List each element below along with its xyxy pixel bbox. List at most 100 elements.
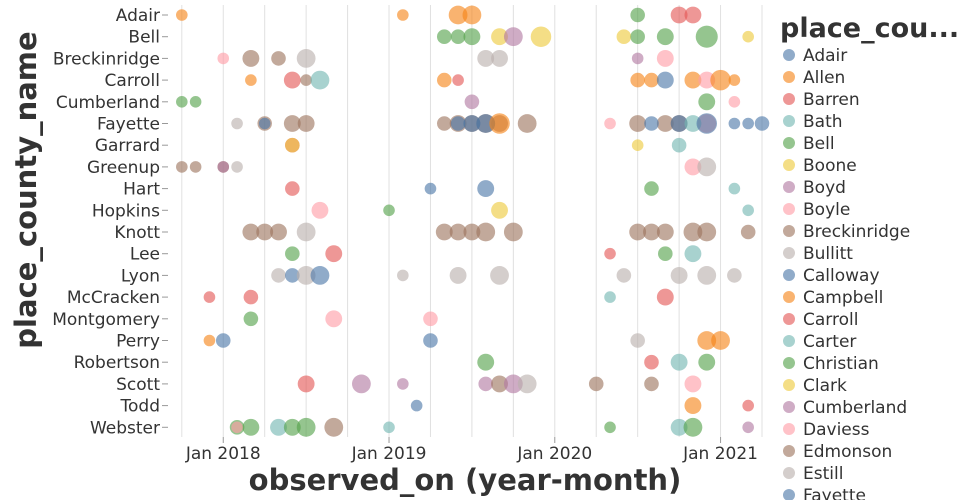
legend-swatch [783,225,795,237]
legend-label: Barren [803,90,860,110]
data-point [684,115,702,132]
legend-item: Carroll [783,310,858,330]
data-point [670,353,688,371]
y-tick-label: Greenup [87,158,160,178]
data-point [629,223,647,241]
y-tick-label: Cumberland [56,93,160,113]
data-point [476,114,496,133]
data-point [630,333,645,348]
data-point [671,137,687,153]
data-point [285,137,300,153]
data-point [616,29,632,44]
legend-label: Breckinridge [803,222,910,242]
y-tick-label: Todd [120,397,160,417]
legend-swatch [783,203,795,215]
data-point [656,115,674,132]
data-point [383,204,395,217]
legend-swatch [783,49,795,61]
data-point [728,182,741,195]
legend-item: Breckinridge [783,222,910,242]
data-point [310,266,330,285]
data-point [711,331,730,350]
legend-label: Cumberland [803,398,907,418]
legend-item: Clark [783,376,847,396]
data-point [656,28,674,46]
data-point [296,266,316,285]
legend-swatch [783,379,795,391]
legend-label: Carroll [803,310,858,330]
data-point [242,223,260,241]
data-point [643,223,660,241]
data-point [604,291,616,303]
data-point [491,49,508,67]
data-point [243,311,259,327]
data-point [463,28,481,46]
x-tick-label: Jan 2021 [682,444,758,464]
data-point [670,418,688,436]
data-point [189,161,202,173]
data-point [656,71,674,89]
data-point [604,247,616,260]
data-point [296,49,316,68]
data-point [325,310,343,328]
data-point [176,161,188,173]
legend-item: Boyle [783,200,850,220]
legend: place_cou... AdairAllenBarrenBathBellBoo… [780,13,959,500]
data-point [630,7,645,23]
y-axis-title: place_county_name [9,31,43,348]
data-point [231,161,243,173]
legend-label: Boyle [803,200,850,220]
data-point [670,115,688,132]
legend-label: Calloway [803,266,880,286]
data-point [297,375,315,393]
y-tick-label: Hart [123,180,160,200]
data-point [215,333,231,348]
data-point [271,268,286,283]
data-point [176,96,188,108]
data-point [476,222,496,242]
legend-item: Bath [783,112,843,132]
data-point [423,333,438,348]
data-point [742,117,754,130]
data-point [491,375,508,393]
data-point [217,161,230,173]
data-point [658,246,673,261]
data-point [300,74,312,86]
data-point [754,116,770,131]
legend-item: Barren [783,90,860,110]
data-point [283,418,301,436]
legend-swatch [783,137,795,149]
data-point [397,378,409,390]
y-tick-label: Garrard [95,136,160,156]
data-point [383,421,395,434]
legend-item: Bullitt [783,244,853,264]
data-point [644,116,659,131]
data-point [656,223,674,241]
legend-item: Allen [783,68,845,88]
data-point [656,49,674,67]
data-point [695,25,718,48]
legend-item: Christian [783,354,879,374]
data-point [604,117,616,130]
y-tick-label: Hopkins [92,201,160,221]
legend-swatch [783,467,795,479]
y-tick-label: Scott [116,375,160,395]
data-point [245,74,257,86]
data-point [588,376,604,392]
data-point [397,9,409,21]
y-tick-label: Webster [90,418,160,438]
grid-lines [181,5,763,437]
data-point [728,117,741,130]
data-point [684,375,702,393]
legend-swatch [783,313,795,325]
data-point [742,399,754,412]
data-point [283,71,301,89]
data-point [435,223,453,241]
data-point [503,222,523,242]
data-point [684,158,702,176]
data-point [449,266,467,284]
data-point [423,311,438,327]
data-point [604,421,616,434]
data-point [324,417,344,437]
